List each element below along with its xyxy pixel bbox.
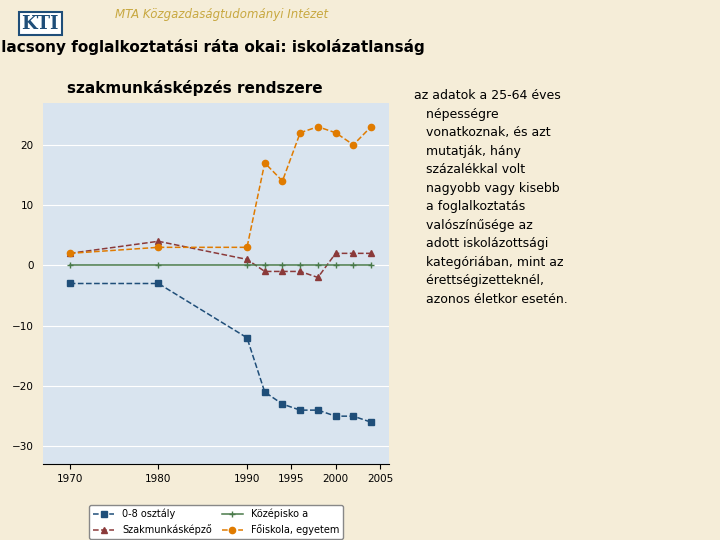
Legend: 0-8 osztály, Szakmunkásképző, Középisko a, Főiskola, egyetem: 0-8 osztály, Szakmunkásképző, Középisko … xyxy=(89,505,343,539)
Text: KTI: KTI xyxy=(22,15,59,32)
Text: az adatok a 25-64 éves
   népességre
   vonatkoznak, és azt
   mutatják, hány
  : az adatok a 25-64 éves népességre vonatk… xyxy=(414,89,568,306)
Text: Az alacsony foglalkoztatási ráta okai: iskolázatlanság: Az alacsony foglalkoztatási ráta okai: i… xyxy=(0,39,424,55)
Text: szakmunkásképzés rendszere: szakmunkásképzés rendszere xyxy=(66,80,323,96)
Text: MTA Közgazdaságtudományi Intézet: MTA Közgazdaságtudományi Intézet xyxy=(115,8,328,21)
